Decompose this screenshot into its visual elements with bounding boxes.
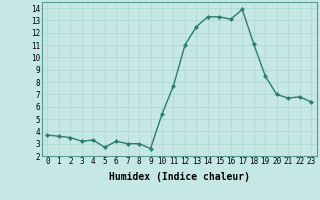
X-axis label: Humidex (Indice chaleur): Humidex (Indice chaleur) xyxy=(109,172,250,182)
